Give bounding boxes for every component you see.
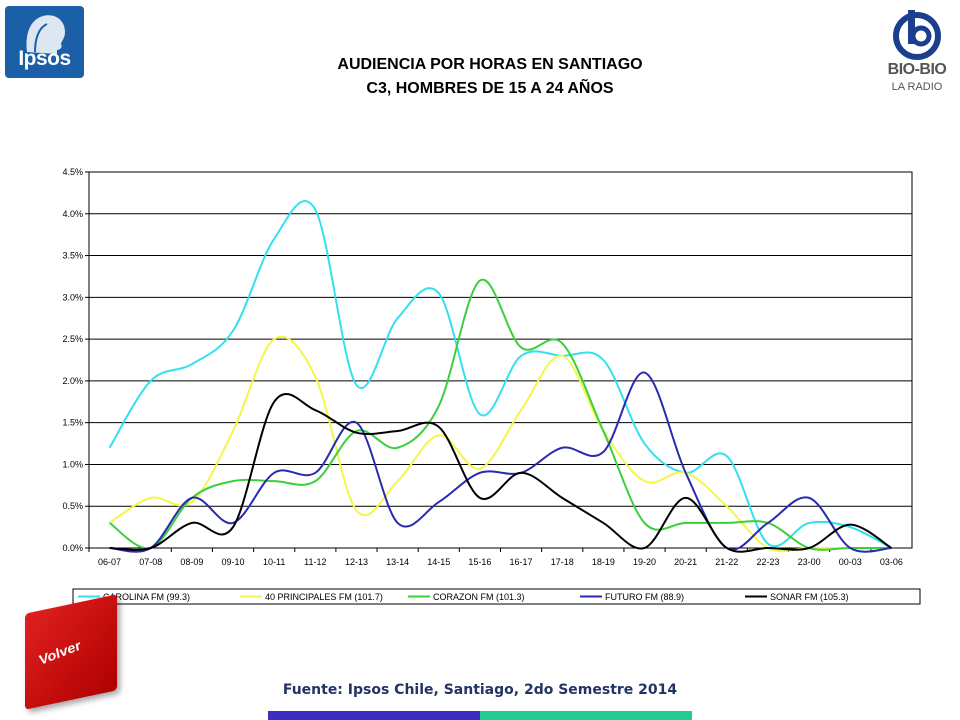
x-tick-label: 14-15 bbox=[427, 557, 450, 567]
ipsos-logo: Ipsos bbox=[5, 6, 84, 78]
legend-label-2: CORAZON FM (101.3) bbox=[433, 592, 525, 602]
biobio-emblem-icon bbox=[893, 10, 941, 60]
biobio-logo: BIO-BIO LA RADIO bbox=[880, 6, 954, 98]
series-line-2 bbox=[108, 278, 892, 551]
x-tick-label: 17-18 bbox=[551, 557, 574, 567]
x-tick-label: 22-23 bbox=[756, 557, 779, 567]
x-tick-label: 11-12 bbox=[304, 557, 326, 567]
y-tick-label: 1.0% bbox=[62, 459, 83, 469]
y-tick-label: 3.0% bbox=[62, 292, 83, 302]
series-line-4 bbox=[109, 393, 892, 553]
series-line-0 bbox=[108, 200, 892, 549]
ipsos-wordmark: Ipsos bbox=[18, 47, 71, 70]
x-tick-label: 20-21 bbox=[674, 557, 697, 567]
footer-bar-blue bbox=[268, 711, 480, 720]
x-tick-label: 18-19 bbox=[592, 557, 615, 567]
page-title: AUDIENCIA POR HORAS EN SANTIAGO bbox=[337, 56, 643, 73]
plot-frame bbox=[88, 171, 913, 549]
legend-label-1: 40 PRINCIPALES FM (101.7) bbox=[265, 592, 383, 602]
y-tick-label: 0.0% bbox=[62, 543, 83, 553]
y-tick-label: 1.5% bbox=[62, 418, 83, 428]
series-line-3 bbox=[109, 371, 892, 553]
x-tick-label: 19-20 bbox=[633, 557, 656, 567]
x-tick-label: 23-00 bbox=[798, 557, 821, 567]
x-tick-label: 13-14 bbox=[386, 557, 409, 567]
legend-box bbox=[72, 588, 921, 605]
x-tick-label: 00-03 bbox=[839, 557, 862, 567]
legend-label-3: FUTURO FM (88.9) bbox=[605, 592, 684, 602]
series-line-1 bbox=[109, 335, 892, 553]
page-subtitle: C3, HOMBRES DE 15 A 24 AÑOS bbox=[366, 80, 614, 97]
x-tick-label: 09-10 bbox=[222, 557, 245, 567]
x-tick-label: 10-11 bbox=[263, 557, 285, 567]
x-tick-label: 07-08 bbox=[139, 557, 162, 567]
x-tick-label: 16-17 bbox=[510, 557, 533, 567]
legend-label-0: CAROLINA FM (99.3) bbox=[103, 592, 190, 602]
source-note: Fuente: Ipsos Chile, Santiago, 2do Semes… bbox=[282, 682, 678, 698]
x-tick-label: 08-09 bbox=[180, 557, 203, 567]
y-tick-label: 3.5% bbox=[62, 251, 83, 261]
x-tick-label: 06-07 bbox=[98, 557, 121, 567]
x-tick-label: 03-06 bbox=[880, 557, 903, 567]
x-tick-label: 12-13 bbox=[345, 557, 368, 567]
volver-button[interactable]: Volver bbox=[25, 594, 117, 710]
y-tick-label: 0.5% bbox=[62, 501, 83, 511]
y-tick-label: 4.0% bbox=[62, 209, 83, 219]
x-tick-label: 15-16 bbox=[468, 557, 491, 567]
biobio-wordmark: BIO-BIO bbox=[887, 61, 947, 78]
ipsos-head-icon bbox=[26, 15, 65, 54]
y-tick-label: 2.0% bbox=[62, 376, 83, 386]
footer-bar-green bbox=[480, 711, 692, 720]
volver-label: Volver bbox=[37, 636, 82, 668]
y-tick-label: 4.5% bbox=[62, 167, 83, 177]
x-tick-label: 21-22 bbox=[715, 557, 738, 567]
biobio-subtitle: LA RADIO bbox=[891, 81, 943, 93]
legend-label-4: SONAR FM (105.3) bbox=[770, 592, 849, 602]
y-tick-label: 2.5% bbox=[62, 334, 83, 344]
